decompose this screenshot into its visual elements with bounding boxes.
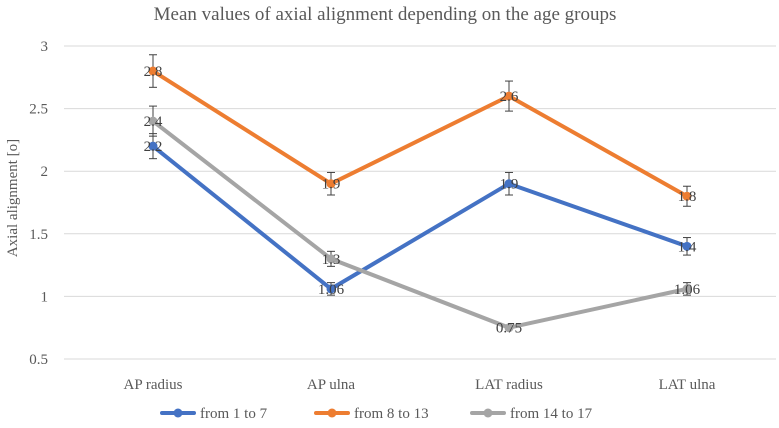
legend-item[interactable]: from 14 to 17 [470,406,593,422]
y-tick-label: 1 [41,289,49,305]
data-point [148,66,158,76]
grid-lines [64,45,776,360]
data-point [682,191,692,201]
data-point [326,284,336,294]
data-label: 2.2 [144,139,163,155]
data-point [326,179,336,189]
series-layer [148,54,692,333]
data-label: 1.9 [322,177,341,193]
data-point [682,241,692,251]
legend-swatch-marker [483,408,493,418]
legend-swatch-marker [173,408,183,418]
data-label: 1.06 [674,282,701,298]
x-tick-label: LAT ulna [659,377,716,393]
data-point [148,116,158,126]
data-labels: 2.2 1.06 1.9 1.4 2.8 1.9 2.6 1.8 2.4 1.3 0.75 1.06 [144,64,701,337]
y-axis-ticks: 0.5 1 1.5 2 2.5 3 [29,39,48,368]
series-line [151,144,689,291]
legend-label: from 8 to 13 [354,406,429,422]
series-1 [148,133,692,296]
data-point [682,284,692,294]
y-tick-label: 2.5 [29,102,48,118]
data-label: 0.75 [496,321,522,337]
series-3 [148,105,692,333]
legend-item[interactable]: from 1 to 7 [160,406,268,422]
data-label: 2.4 [144,114,163,130]
x-tick-label: LAT radius [475,377,543,393]
data-label: 2.6 [500,89,519,105]
legend-item[interactable]: from 8 to 13 [314,406,429,422]
data-point [148,141,158,151]
y-tick-label: 3 [41,39,49,55]
x-tick-label: AP radius [123,377,182,393]
legend[interactable]: from 1 to 7 from 8 to 13 from 14 to 17 [160,406,593,422]
data-label: 1.4 [678,239,697,255]
data-label: 1.8 [678,189,697,205]
data-label: 1.3 [322,252,341,268]
data-label: 2.8 [144,64,163,80]
y-tick-label: 0.5 [29,352,48,368]
chart-title: Mean values of axial alignment depending… [154,4,617,25]
x-axis-ticks: AP radius AP ulna LAT radius LAT ulna [123,377,715,393]
y-tick-label: 2 [41,164,49,180]
data-label: 1.9 [500,177,519,193]
data-point [504,91,514,101]
data-label: 1.06 [318,282,345,298]
legend-label: from 1 to 7 [200,406,268,422]
y-tick-label: 1.5 [29,227,48,243]
y-axis-label: Axial alignment [o] [5,139,21,257]
legend-swatch-marker [327,408,337,418]
x-tick-label: AP ulna [307,377,356,393]
legend-label: from 14 to 17 [510,406,593,422]
data-point [504,179,514,189]
data-point [326,254,336,264]
series-line [151,69,689,199]
series-line [151,119,689,330]
series-2 [148,54,692,207]
data-point [504,323,514,333]
